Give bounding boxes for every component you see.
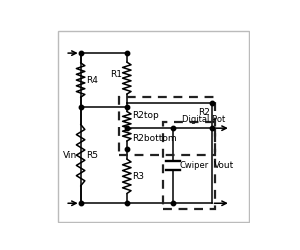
Text: R1: R1 [110,70,122,79]
Text: R2top: R2top [133,111,159,120]
Bar [164,122,215,209]
Text: R4: R4 [86,76,98,84]
Text: R3: R3 [133,172,145,181]
Text: Vin: Vin [63,150,77,160]
Text: Cwiper: Cwiper [179,161,208,170]
Text: R2bottom: R2bottom [133,134,177,143]
Text: Digital Pot: Digital Pot [182,115,225,124]
Text: R2: R2 [198,108,210,117]
Text: Vout: Vout [214,161,234,170]
Bar [119,97,215,155]
Text: R5: R5 [86,150,98,160]
